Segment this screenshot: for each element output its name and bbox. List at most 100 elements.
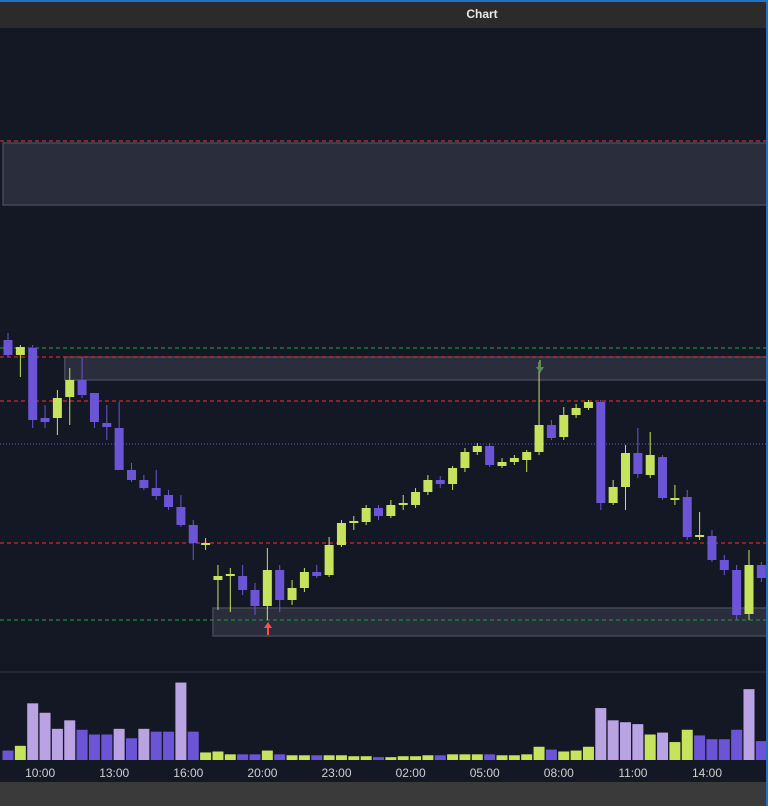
volume-bar bbox=[348, 756, 360, 760]
candle-body bbox=[756, 565, 766, 578]
volume-bar bbox=[224, 754, 236, 760]
x-tick-label: 23:00 bbox=[321, 766, 351, 780]
x-tick-label: 10:00 bbox=[25, 766, 55, 780]
volume-bar bbox=[410, 756, 422, 760]
candle-body bbox=[201, 543, 211, 545]
volume-bar bbox=[545, 749, 557, 760]
sell-arrow bbox=[536, 360, 544, 373]
volume-bar bbox=[459, 754, 471, 760]
candle-body bbox=[522, 452, 532, 460]
volume-bar bbox=[385, 757, 397, 760]
volume-bar bbox=[237, 754, 249, 760]
volume-bar bbox=[150, 731, 162, 760]
volume-bar bbox=[731, 729, 743, 760]
volume-bar bbox=[113, 728, 125, 760]
candle-body bbox=[472, 446, 482, 452]
candle-body bbox=[176, 507, 186, 525]
volume-bar bbox=[51, 728, 63, 760]
candle-body bbox=[633, 453, 643, 474]
candle-body bbox=[89, 393, 99, 422]
volume-bar bbox=[298, 755, 310, 760]
candle-body bbox=[188, 525, 198, 543]
candle-body bbox=[361, 508, 371, 522]
candle-body bbox=[102, 423, 112, 427]
title-bar-border bbox=[0, 0, 768, 2]
volume-bar bbox=[14, 745, 26, 760]
candle-body bbox=[262, 570, 272, 606]
candle-body bbox=[65, 380, 75, 397]
candle-body bbox=[435, 480, 445, 484]
candle-body bbox=[28, 348, 38, 420]
candle-body bbox=[312, 572, 322, 576]
candle-body bbox=[411, 492, 421, 505]
candle-body bbox=[509, 458, 519, 462]
volume-bar bbox=[496, 755, 508, 760]
candle-body bbox=[52, 398, 62, 418]
candle-body bbox=[3, 340, 13, 355]
candle-body bbox=[583, 402, 593, 408]
candle-body bbox=[497, 462, 507, 466]
x-tick-label: 14:00 bbox=[692, 766, 722, 780]
candle-body bbox=[559, 415, 569, 437]
candle-body bbox=[744, 565, 754, 614]
volume-bar bbox=[422, 755, 434, 760]
volume-bar bbox=[755, 741, 767, 760]
volume-bar bbox=[286, 755, 298, 760]
candle-body bbox=[621, 453, 630, 487]
candle-body bbox=[40, 418, 50, 422]
volume-bar bbox=[558, 751, 570, 760]
candle-body bbox=[460, 452, 470, 468]
volume-bar bbox=[335, 755, 347, 760]
volume-bar bbox=[434, 755, 446, 760]
candle-body bbox=[225, 574, 235, 576]
volume-bar bbox=[533, 746, 545, 760]
volume-bar bbox=[261, 750, 273, 760]
volume-bar bbox=[274, 754, 286, 760]
volume-bar bbox=[694, 735, 706, 760]
candle-body bbox=[608, 487, 618, 503]
candle-body bbox=[386, 505, 396, 516]
candle-body bbox=[139, 480, 149, 488]
volume-bar bbox=[163, 731, 175, 760]
candle-body bbox=[658, 457, 668, 498]
zone bbox=[64, 356, 768, 381]
candle-body bbox=[15, 347, 25, 355]
volume-bar bbox=[101, 734, 113, 760]
volume-bar bbox=[447, 754, 459, 760]
candle-body bbox=[275, 570, 285, 600]
x-tick-label: 20:00 bbox=[247, 766, 277, 780]
candle-body bbox=[299, 572, 309, 588]
candle-body bbox=[151, 488, 161, 496]
candle-body bbox=[645, 455, 655, 475]
volume-bar bbox=[644, 734, 656, 760]
candle-body bbox=[719, 560, 729, 570]
status-bar bbox=[0, 782, 768, 806]
candle-body bbox=[164, 495, 174, 507]
candle-body bbox=[213, 576, 223, 580]
volume-bar bbox=[200, 752, 212, 760]
plot bbox=[0, 140, 768, 760]
volume-bar bbox=[360, 756, 372, 760]
candle-body bbox=[250, 590, 260, 606]
volume-bar bbox=[595, 708, 607, 760]
volume-bar bbox=[743, 689, 755, 760]
candle-body bbox=[571, 408, 581, 415]
candle-body bbox=[546, 425, 556, 438]
volume-bar bbox=[249, 754, 261, 760]
volume-bar bbox=[508, 755, 520, 760]
volume-bar bbox=[397, 756, 409, 760]
candle-body bbox=[448, 468, 458, 484]
volume-bar bbox=[657, 732, 669, 760]
zone bbox=[2, 142, 768, 206]
volume-bar bbox=[570, 750, 582, 760]
x-tick-label: 11:00 bbox=[618, 766, 647, 780]
volume-bar bbox=[669, 742, 681, 760]
candle-body bbox=[682, 497, 692, 537]
candle-body bbox=[596, 402, 606, 503]
volume-bar bbox=[311, 755, 323, 760]
volume-bar bbox=[88, 734, 100, 760]
volume-bar bbox=[607, 720, 619, 760]
x-tick-label: 08:00 bbox=[544, 766, 574, 780]
candle-body bbox=[324, 545, 334, 575]
volume-bar bbox=[323, 755, 335, 760]
